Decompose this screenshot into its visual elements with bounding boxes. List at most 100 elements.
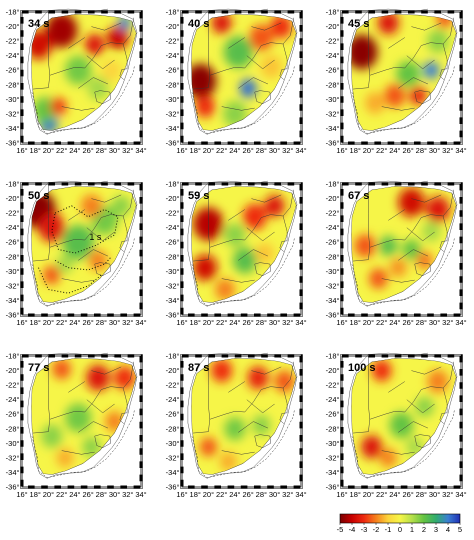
political-border bbox=[221, 450, 255, 455]
anomaly-patch bbox=[199, 437, 218, 457]
anomaly-patch bbox=[52, 358, 71, 380]
period-label: 50 s bbox=[28, 190, 49, 202]
political-border bbox=[192, 419, 211, 434]
contour-label: 1 s bbox=[89, 232, 102, 242]
latitude-tick-label: -30° bbox=[6, 439, 20, 448]
map-border-outer bbox=[340, 10, 463, 145]
political-border bbox=[82, 352, 108, 356]
land-outline bbox=[27, 352, 138, 479]
political-border bbox=[414, 262, 431, 276]
land-outline bbox=[347, 180, 458, 307]
latitude-tick-label: -30° bbox=[326, 439, 340, 448]
region-boundary bbox=[191, 358, 297, 475]
latitude-tick-label: -26° bbox=[166, 238, 180, 247]
anomaly-patch bbox=[84, 33, 105, 56]
map-border-outer bbox=[20, 354, 143, 489]
map-border-ticks bbox=[340, 10, 463, 145]
velocity-anomaly-field bbox=[351, 186, 457, 303]
political-border bbox=[411, 22, 442, 31]
political-border bbox=[279, 215, 288, 252]
longitude-tick-label: 28° bbox=[96, 146, 107, 155]
velocity-anomaly-field bbox=[31, 186, 137, 303]
anomaly-patch bbox=[87, 76, 109, 101]
velocity-anomaly-field bbox=[191, 14, 297, 131]
political-border bbox=[228, 209, 245, 221]
latitude-tick-label: -30° bbox=[166, 439, 180, 448]
anomaly-patch bbox=[274, 370, 295, 393]
political-border bbox=[279, 43, 288, 80]
longitude-tick-label: 34° bbox=[455, 490, 466, 499]
period-label: 34 s bbox=[28, 18, 49, 30]
political-border bbox=[251, 22, 282, 31]
longitude-tick-label: 18° bbox=[350, 146, 361, 155]
latitude-tick-label: -18° bbox=[6, 180, 20, 189]
longitude-tick-label: 30° bbox=[429, 490, 440, 499]
latitude-tick-label: -22° bbox=[6, 37, 20, 46]
color-scale-label: -3 bbox=[361, 525, 368, 534]
land-outline bbox=[347, 8, 458, 135]
latitude-tick-label: -24° bbox=[326, 51, 340, 60]
map-panels: 34 s -18° -20° -22° -24° -26° -28° -30° -32° -34°… bbox=[6, 8, 467, 500]
longitude-tick-label: 20° bbox=[43, 318, 54, 327]
political-border bbox=[221, 278, 255, 283]
period-label: 87 s bbox=[188, 362, 209, 374]
longitude-tick-label: 22° bbox=[376, 318, 387, 327]
longitude-tick-label: 20° bbox=[43, 146, 54, 155]
longitude-tick-label: 20° bbox=[203, 146, 214, 155]
political-border bbox=[388, 37, 405, 49]
political-border bbox=[68, 381, 85, 393]
anomaly-patch bbox=[64, 55, 92, 85]
longitude-tick-label: 22° bbox=[216, 146, 227, 155]
velocity-anomaly-field bbox=[191, 358, 297, 475]
longitude-tick-label: 26° bbox=[242, 318, 253, 327]
latitude-tick-label: -32° bbox=[326, 453, 340, 462]
anomaly-patch bbox=[56, 254, 74, 274]
anomaly-patch bbox=[425, 196, 450, 223]
political-border bbox=[439, 387, 448, 424]
political-border bbox=[82, 8, 108, 12]
land-outline bbox=[27, 8, 138, 135]
political-border bbox=[32, 75, 51, 90]
longitude-tick-label: 16° bbox=[16, 318, 27, 327]
longitude-tick-label: 26° bbox=[242, 490, 253, 499]
longitude-tick-label: 28° bbox=[416, 146, 427, 155]
map-panel: 34 s -18° -20° -22° -24° -26° -28° -30° -32° -34°… bbox=[6, 8, 147, 156]
political-border bbox=[246, 227, 275, 242]
political-border bbox=[381, 278, 415, 283]
anomaly-patch bbox=[224, 223, 246, 247]
anomaly-patch bbox=[260, 54, 282, 79]
latitude-tick-label: -20° bbox=[166, 366, 180, 375]
political-border bbox=[82, 180, 108, 184]
anomaly-patch bbox=[369, 268, 388, 289]
anomaly-patch bbox=[56, 448, 74, 468]
longitude-tick-label: 32° bbox=[442, 146, 453, 155]
color-scale-label: 0 bbox=[398, 525, 402, 534]
latitude-tick-label: -20° bbox=[6, 22, 20, 31]
anomaly-patch bbox=[45, 14, 78, 48]
longitude-tick-label: 18° bbox=[190, 490, 201, 499]
region-boundary bbox=[31, 14, 137, 131]
anomaly-patch bbox=[255, 242, 274, 264]
longitude-tick-label: 24° bbox=[229, 146, 240, 155]
color-scale-label: -5 bbox=[337, 525, 344, 534]
anomaly-patch bbox=[416, 251, 433, 270]
latitude-tick-label: -28° bbox=[166, 80, 180, 89]
anomaly-patch bbox=[64, 403, 92, 433]
political-border bbox=[414, 434, 431, 448]
political-border bbox=[368, 213, 431, 248]
political-border bbox=[430, 361, 454, 389]
anomaly-patch bbox=[193, 254, 218, 281]
political-border bbox=[254, 434, 271, 448]
political-border bbox=[86, 227, 115, 242]
anomaly-patch bbox=[351, 34, 378, 70]
anomaly-patch bbox=[264, 194, 285, 217]
political-border bbox=[242, 8, 268, 12]
longitude-tick-label: 30° bbox=[269, 490, 280, 499]
latitude-tick-label: -36° bbox=[6, 139, 20, 148]
political-border bbox=[32, 419, 51, 434]
political-border bbox=[402, 180, 428, 184]
political-border bbox=[411, 366, 442, 375]
political-border bbox=[91, 366, 122, 375]
latitude-tick-label: -22° bbox=[166, 37, 180, 46]
latitude-tick-label: -18° bbox=[326, 180, 340, 189]
